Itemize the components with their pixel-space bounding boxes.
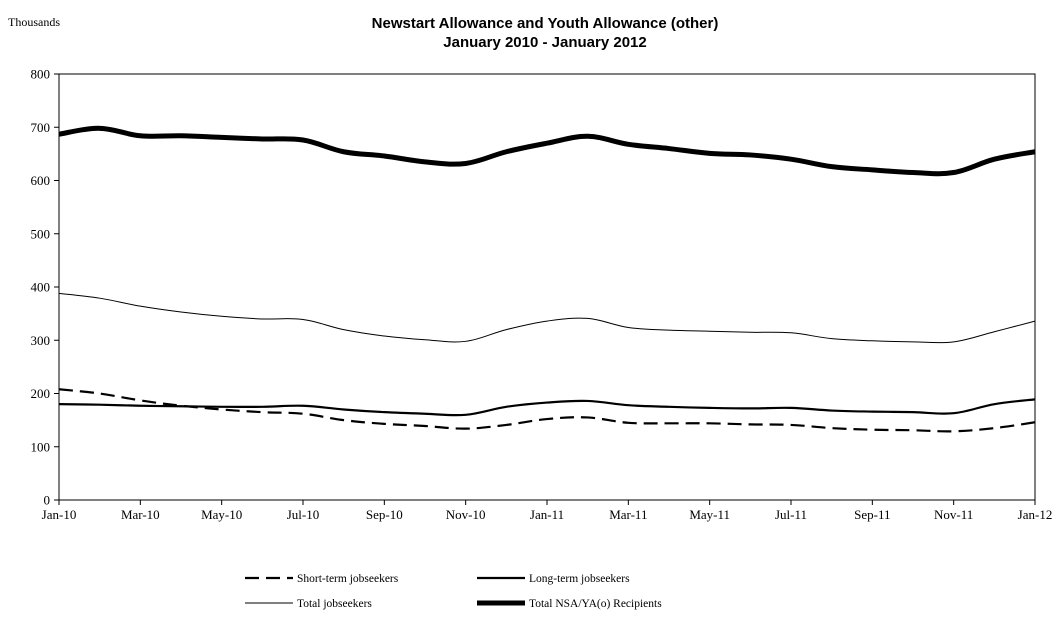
x-tick-label: May-10	[201, 507, 242, 522]
y-tick-label: 700	[31, 120, 51, 135]
x-tick-label: Mar-10	[121, 507, 160, 522]
y-axis: 0 100 200 300 400 500 600 700 800	[31, 67, 59, 508]
x-tick-label: Jan-10	[42, 507, 77, 522]
x-tick-label: Jul-11	[775, 507, 807, 522]
y-tick-label: 800	[31, 67, 51, 82]
x-tick-label: Jan-12	[1018, 507, 1053, 522]
series-line-total-jobseekers	[58, 292, 1036, 344]
x-tick-label: Sep-10	[366, 507, 403, 522]
y-tick-label: 300	[31, 333, 51, 348]
series-layer	[58, 125, 1036, 433]
y-axis-unit-label: Thousands	[8, 15, 60, 29]
series-line-long-term-jobseekers	[58, 398, 1036, 417]
y-tick-label: 400	[31, 280, 51, 295]
x-tick-label: Mar-11	[609, 507, 647, 522]
x-tick-label: Jul-10	[287, 507, 320, 522]
chart-title-line-1: Newstart Allowance and Youth Allowance (…	[372, 15, 719, 32]
y-tick-label: 100	[31, 439, 51, 454]
legend-label: Total jobseekers	[297, 598, 372, 610]
series-line-total-nsa-ya-o-recipients	[58, 125, 1036, 177]
y-tick-label: 0	[44, 493, 51, 508]
x-tick-label: May-11	[689, 507, 730, 522]
x-tick-label: Jan-11	[530, 507, 564, 522]
x-tick-label: Nov-10	[446, 507, 486, 522]
legend-label: Total NSA/YA(o) Recipients	[529, 598, 662, 610]
legend-label: Short-term jobseekers	[297, 573, 399, 585]
y-tick-label: 500	[31, 226, 51, 241]
legend-label: Long-term jobseekers	[529, 573, 630, 585]
y-tick-label: 200	[31, 386, 51, 401]
x-tick-label: Nov-11	[934, 507, 973, 522]
x-axis: Jan-10 Mar-10 May-10 Jul-10 Sep-10 Nov-10 Jan-…	[42, 500, 1053, 522]
chart-title-line-2: January 2010 - January 2012	[443, 34, 646, 51]
x-tick-label: Sep-11	[854, 507, 890, 522]
y-tick-label: 600	[31, 173, 51, 188]
series-line-short-term-jobseekers	[58, 388, 1036, 433]
legend: Short-term jobseekers Long-term jobseeker…	[245, 573, 662, 610]
